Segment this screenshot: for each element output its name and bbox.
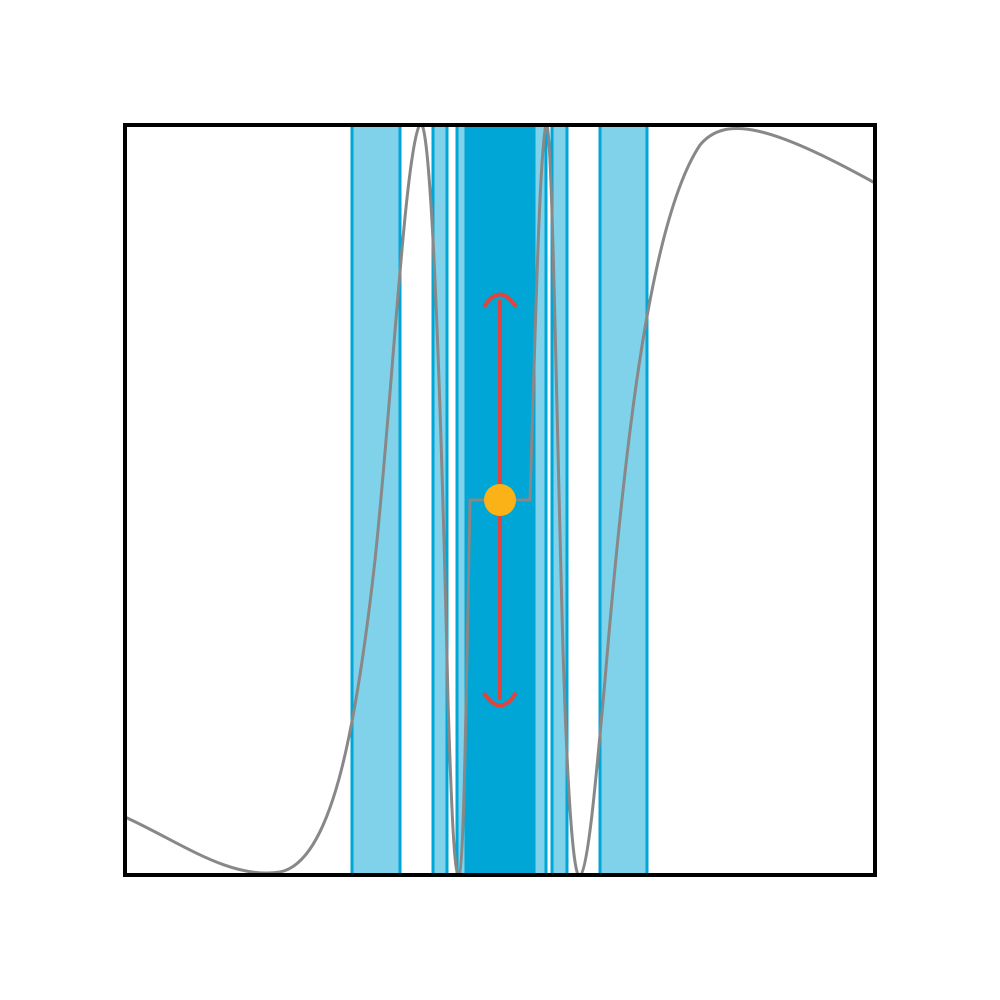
- vertical-band: [532, 125, 548, 875]
- vertical-band: [431, 125, 449, 875]
- center-dot-icon: [484, 484, 516, 516]
- arrowhead-down-icon: [482, 691, 518, 708]
- vertical-band: [350, 125, 402, 875]
- vertical-band: [598, 125, 649, 875]
- arrowhead-up-icon: [482, 292, 518, 309]
- plot-frame: [123, 123, 877, 877]
